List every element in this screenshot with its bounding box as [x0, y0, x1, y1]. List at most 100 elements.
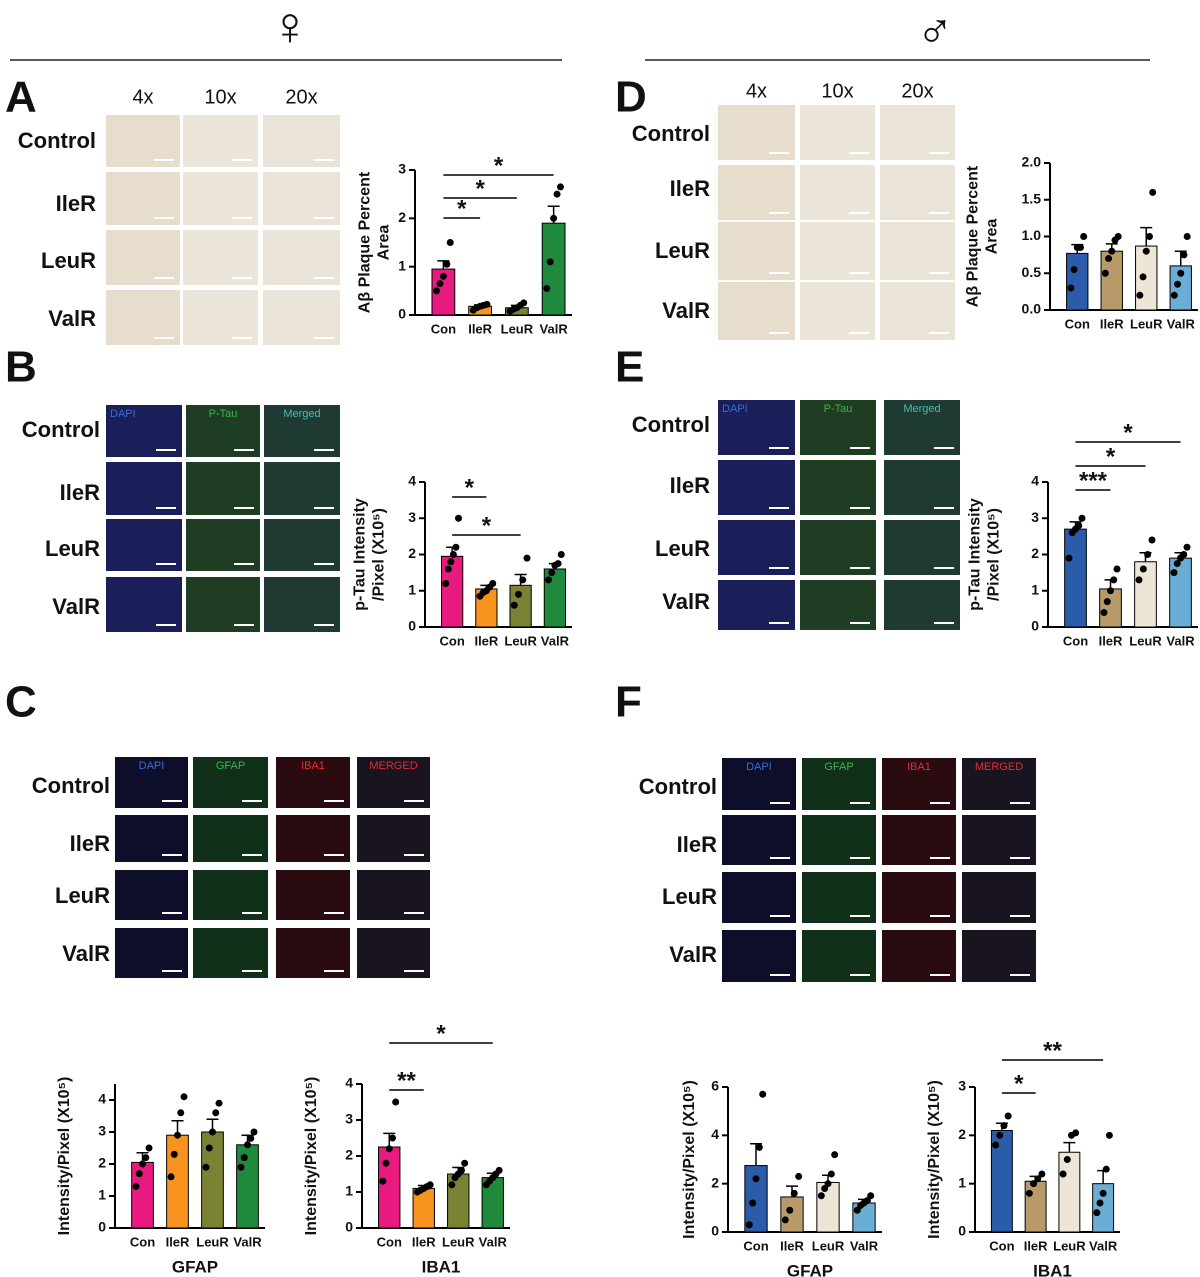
data-point — [167, 1173, 175, 1181]
x-tick-label: ValR — [1167, 316, 1196, 331]
data-point — [543, 284, 551, 292]
data-point — [1180, 251, 1188, 259]
data-point — [392, 1098, 400, 1106]
column-label: 10x — [204, 86, 236, 108]
micrograph — [276, 757, 350, 808]
error-bar — [1063, 1141, 1076, 1153]
significance-label: * — [482, 512, 492, 539]
data-point — [996, 1131, 1004, 1139]
micrograph — [106, 519, 182, 571]
row-label: ValR — [669, 942, 717, 967]
data-point — [557, 551, 565, 558]
data-point — [1110, 576, 1118, 584]
column-label: 20x — [285, 86, 317, 108]
micrograph — [357, 870, 430, 920]
data-point — [1101, 269, 1109, 277]
data-point — [1000, 1122, 1008, 1130]
y-tick-label: 3 — [98, 1123, 106, 1139]
data-point — [1072, 1129, 1080, 1137]
y-axis-label: /Pixel (X10⁵) — [371, 508, 388, 601]
column-label: DAPI — [139, 760, 165, 772]
data-point — [180, 1093, 188, 1101]
micrograph — [115, 928, 188, 978]
data-point — [426, 1181, 434, 1189]
micrograph — [106, 172, 180, 225]
y-tick-label: 0 — [98, 1219, 106, 1235]
y-tick-label: 1 — [398, 257, 406, 273]
column-label: 4x — [132, 86, 153, 108]
x-tick-label: ValR — [1166, 633, 1195, 648]
micrograph — [880, 282, 955, 340]
micrograph — [186, 577, 260, 632]
data-point — [1139, 565, 1147, 573]
micrograph — [962, 872, 1036, 923]
data-point — [523, 554, 531, 562]
row-label: ValR — [662, 589, 710, 614]
row-label: IleR — [70, 831, 110, 856]
y-tick-label: 0.0 — [1022, 301, 1042, 317]
y-axis-label: Aβ Plaque Percent — [357, 171, 374, 313]
column-label: 20x — [901, 80, 933, 102]
y-tick-label: 0 — [345, 1219, 353, 1235]
bar — [1024, 1180, 1047, 1233]
y-tick-label: 0 — [711, 1223, 719, 1239]
column-label: 10x — [821, 80, 853, 102]
data-point — [212, 1109, 220, 1117]
data-point — [1076, 244, 1084, 252]
micrograph — [263, 172, 340, 225]
x-tick-label: Con — [743, 1238, 768, 1253]
panel-letter: B — [5, 343, 37, 392]
x-tick-label: IleR — [468, 321, 492, 336]
data-point — [790, 1189, 798, 1197]
micrograph — [106, 577, 182, 632]
data-point — [247, 1134, 255, 1142]
significance-label: ** — [1043, 1037, 1062, 1064]
data-point — [1108, 247, 1116, 255]
data-point — [1070, 266, 1078, 274]
micrograph — [106, 290, 180, 345]
row-label: LeuR — [655, 238, 710, 263]
data-point — [1038, 1170, 1046, 1178]
row-label: Control — [22, 417, 100, 442]
data-point — [1075, 522, 1083, 529]
y-tick-label: 1 — [345, 1183, 353, 1199]
bar — [1058, 1151, 1081, 1233]
data-point — [215, 1099, 223, 1107]
x-tick-label: IleR — [474, 633, 498, 648]
data-point — [1170, 291, 1178, 299]
panel-letter: E — [615, 343, 644, 392]
significance-label: * — [475, 175, 485, 202]
bar — [1100, 250, 1123, 311]
micrograph — [264, 519, 340, 571]
x-axis-label: IBA1 — [1033, 1261, 1072, 1277]
x-tick-label: ValR — [850, 1238, 879, 1253]
micrograph — [183, 115, 258, 167]
y-tick-label: 0 — [1031, 618, 1039, 634]
data-point — [457, 1166, 465, 1174]
panel-letter: C — [5, 678, 37, 727]
x-tick-label: Con — [989, 1238, 1014, 1253]
data-point — [1177, 269, 1185, 277]
micrograph — [802, 872, 876, 923]
data-point — [1105, 1131, 1113, 1139]
row-label: ValR — [48, 306, 96, 331]
column-label: GFAP — [216, 760, 245, 772]
y-tick-label: 1.5 — [1022, 190, 1042, 206]
micrograph — [800, 520, 876, 575]
micrograph — [802, 758, 876, 810]
micrograph — [357, 928, 430, 978]
bar — [541, 222, 566, 316]
data-point — [1183, 543, 1191, 551]
y-tick-label: 2 — [958, 1126, 966, 1142]
micrograph — [800, 165, 875, 220]
data-point — [1102, 1165, 1110, 1173]
micrograph — [183, 230, 258, 285]
micrograph — [186, 405, 260, 457]
column-label: DAPI — [110, 408, 136, 420]
micrograph — [263, 290, 340, 345]
bar — [780, 1196, 804, 1233]
data-point — [1025, 1189, 1033, 1197]
micrograph — [884, 580, 960, 630]
y-tick-label: 3 — [408, 509, 416, 525]
data-point — [250, 1128, 258, 1136]
